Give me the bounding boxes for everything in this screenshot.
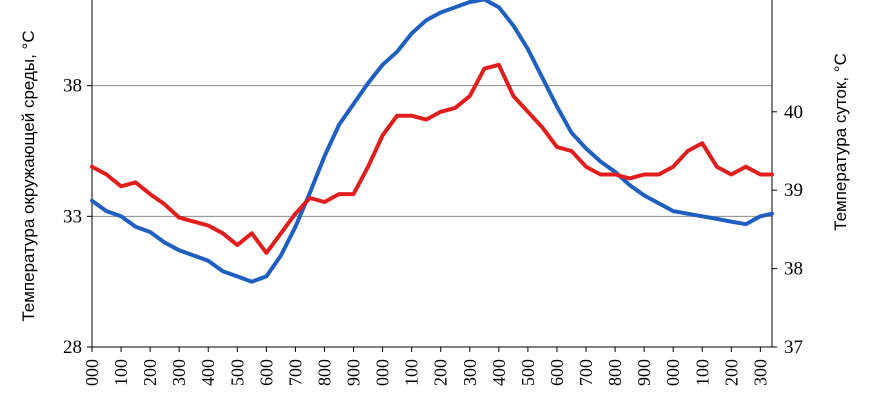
y-tick-label-right: 39	[784, 180, 803, 201]
x-tick-label: 800	[314, 359, 334, 386]
x-tick-label: 600	[256, 359, 276, 386]
x-tick-label: 700	[285, 359, 305, 386]
axes	[87, 0, 777, 352]
y-tick-label-right: 38	[784, 259, 803, 280]
x-tick-label: 800	[605, 359, 625, 386]
x-tick-label: 100	[111, 359, 131, 386]
y-tick-label-left: 33	[63, 206, 82, 227]
x-tick-label: 200	[431, 359, 451, 386]
x-tick-label: 200	[140, 359, 160, 386]
series-line-right	[90, 62, 774, 255]
x-tick-label: 300	[169, 359, 189, 386]
x-tick-label: 700	[576, 359, 596, 386]
y-tick-label-left: 38	[63, 76, 82, 97]
series-lines	[90, 0, 774, 284]
tick-labels: 28 33 38 37 38 39 40 000 100 200 300 400 500 600 700 80…	[63, 76, 803, 386]
y-axis-left-title: Температура окружающей среды, °C	[19, 30, 38, 321]
x-tick-label: 000	[82, 359, 102, 386]
x-tick-label: 600	[547, 359, 567, 386]
x-tick-label: 500	[227, 359, 247, 386]
y-tick-label-left: 28	[63, 337, 82, 358]
x-tick-label: 300	[460, 359, 480, 386]
x-tick-label: 500	[518, 359, 538, 386]
y-axis-right-title: Температура суток, °C	[831, 53, 850, 231]
x-tick-label: 400	[198, 359, 218, 386]
y-tick-label-right: 40	[784, 102, 803, 123]
x-tick-label: 000	[663, 359, 683, 386]
x-tick-label: 200	[721, 359, 741, 386]
gridlines	[92, 85, 772, 217]
x-tick-label: 900	[634, 359, 654, 386]
x-tick-label: 300	[750, 359, 770, 386]
x-tick-label: 400	[489, 359, 509, 386]
x-tick-label: 100	[402, 359, 422, 386]
series-line-left	[90, 0, 774, 284]
x-tick-label: 100	[692, 359, 712, 386]
y-tick-label-right: 37	[784, 337, 803, 358]
x-tick-label: 900	[344, 359, 364, 386]
x-tick-label: 000	[373, 359, 393, 386]
